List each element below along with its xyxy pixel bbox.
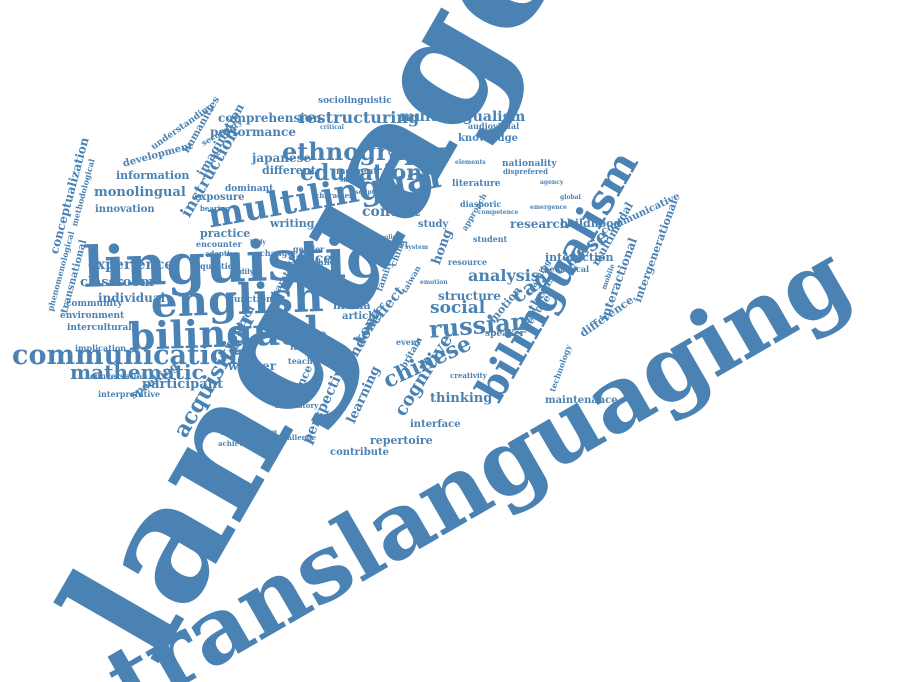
word-innovation: innovation <box>95 204 155 215</box>
word-study: study <box>418 219 449 230</box>
word-community: community <box>66 299 123 309</box>
word-bodily: bodily <box>230 267 254 276</box>
word-media: media <box>333 299 371 312</box>
word-function: function <box>230 295 273 305</box>
word-shift: shift <box>340 177 356 184</box>
word-question: question <box>200 261 239 271</box>
word-creativity: creativity <box>450 371 487 380</box>
word-classroom: classroom <box>80 275 154 290</box>
word-intercultural: intercultural <box>67 323 132 333</box>
word-mathematic: mathematic <box>70 360 204 384</box>
word-article: article <box>342 311 379 322</box>
word-restructuring: restructuring <box>298 108 420 127</box>
word-decolonizing: decolonizing <box>220 427 278 437</box>
word-encounter: encounter <box>196 239 242 249</box>
word-maintenance: maintenance <box>545 395 618 406</box>
word-dynamic: dynamic <box>245 374 278 383</box>
word-critical: critical <box>320 124 344 131</box>
word-student: student <box>473 234 508 244</box>
word-nationality: nationality <box>502 159 557 169</box>
word-moment: moment <box>336 167 378 177</box>
word-exposure: exposure <box>194 192 245 203</box>
word-diasporic: diasporic <box>460 199 502 209</box>
word-research: research <box>510 217 569 231</box>
word-interpretative: interpretative <box>98 389 161 399</box>
word-ethnography: ethnography <box>282 137 453 166</box>
word-writing: writing <box>270 217 315 230</box>
word-resource: resource <box>448 257 488 267</box>
word-information: information <box>116 169 190 182</box>
word-structure: structure <box>438 289 501 303</box>
word-global: global <box>560 194 581 201</box>
word-character: character <box>315 191 353 200</box>
word-practice: practice <box>200 227 251 240</box>
word-change: change <box>260 248 293 258</box>
word-thinking: thinking <box>430 391 493 406</box>
word-achievement: achievement <box>218 439 268 448</box>
word-challenge: challenge <box>278 433 317 442</box>
word-service: service <box>287 329 327 340</box>
word-script: script <box>355 189 375 196</box>
word-orchestration: orchestration <box>388 147 449 157</box>
word-context: context <box>362 204 421 220</box>
word-identity: identity <box>290 343 329 353</box>
word-experience: experience <box>88 257 174 273</box>
word-interaction: interaction <box>545 251 614 264</box>
word-teacher: teacher <box>288 356 322 366</box>
word-analysis: analysis <box>468 266 540 285</box>
word-event: event <box>396 337 421 347</box>
word-japanese: japanese <box>252 151 312 165</box>
word-disprefered: disprefered <box>503 167 549 176</box>
word-implication: implication <box>75 343 127 353</box>
word-emotion: emotion <box>420 279 448 286</box>
word-space: space <box>288 251 333 267</box>
word-modes: modes <box>315 227 337 234</box>
word-competence: competence <box>478 209 519 216</box>
word-individual: individual <box>98 291 166 305</box>
word-weaker: weaker <box>228 359 277 373</box>
word-adaptive: adaptive <box>205 249 239 258</box>
word-data: data <box>340 287 365 298</box>
word-elements: elements <box>455 159 486 166</box>
word-performance: performance <box>210 125 296 139</box>
word-comprehension: comprehension <box>218 111 322 125</box>
word-participant: participant <box>142 377 224 392</box>
word-education: education <box>300 160 423 186</box>
word-policy: policy <box>380 234 400 241</box>
word-social: social <box>430 298 486 318</box>
word-body: body <box>250 239 266 246</box>
word-dominant: dominant <box>225 184 274 194</box>
word-gender: gender <box>293 244 325 254</box>
word-speaker: speaker <box>485 329 525 339</box>
word-contact: contact <box>375 239 409 249</box>
word-audiovisual: audiovisual <box>468 121 520 131</box>
word-repertoire: repertoire <box>370 434 433 447</box>
word-conversation: conversation <box>90 371 148 381</box>
word-different: different <box>262 164 316 177</box>
word-communication: communication <box>12 340 248 371</box>
word-bearing: bearing <box>200 204 231 213</box>
word-system: system <box>405 244 429 251</box>
word-multilingualism: multilingualism <box>400 109 526 125</box>
word-theoretical: theoretical <box>540 264 590 274</box>
word-facilitatory: facilitatory <box>275 401 319 410</box>
word-sociolinguistic: sociolinguistic <box>318 96 392 106</box>
word-environment: environment <box>60 311 125 321</box>
word-literature: literature <box>452 179 501 189</box>
word-contribute: contribute <box>330 447 389 458</box>
word-monolingual: monolingual <box>94 185 186 200</box>
word-making: making <box>263 382 310 395</box>
word-emergence: emergence <box>530 204 567 211</box>
word-childhood: childhood <box>560 217 622 230</box>
word-knowledge: knowledge <box>458 133 518 144</box>
word-agency: agency <box>540 179 564 186</box>
word-interface: interface <box>410 419 461 430</box>
word-child: child <box>313 257 336 267</box>
